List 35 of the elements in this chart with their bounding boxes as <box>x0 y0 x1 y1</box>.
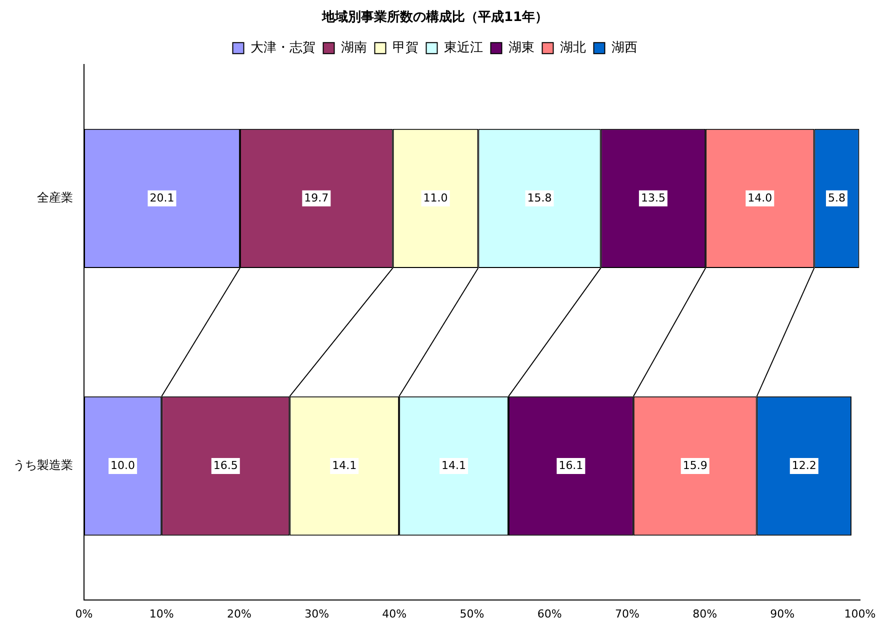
x-tick-label: 50% <box>460 607 484 620</box>
y-tick-label: 全産業 <box>37 190 73 205</box>
data-label: 11.0 <box>423 191 448 204</box>
data-label: 12.2 <box>792 458 816 472</box>
chart-title: 地域別事業所数の構成比（平成11年） <box>320 9 548 26</box>
legend-label: 東近江 <box>444 40 483 56</box>
x-tick-label: 70% <box>614 607 640 620</box>
data-label: 20.1 <box>150 191 174 204</box>
data-label: 14.0 <box>748 191 772 204</box>
legend-label: 湖北 <box>560 40 586 56</box>
data-label: 19.7 <box>304 191 329 204</box>
data-label: 16.1 <box>558 458 584 472</box>
y-tick-label: うち製造業 <box>13 458 73 472</box>
legend-label: 大津・志賀 <box>250 40 316 56</box>
x-tick-label: 20% <box>226 607 252 620</box>
data-label: 15.8 <box>527 191 552 204</box>
data-label: 13.5 <box>640 191 666 204</box>
data-label: 14.1 <box>442 458 466 472</box>
x-tick-label: 40% <box>382 607 407 620</box>
x-tick-label: 60% <box>537 607 562 620</box>
data-label: 15.9 <box>682 458 708 472</box>
legend-label: 湖西 <box>611 40 638 56</box>
data-label: 10.0 <box>110 458 136 472</box>
x-tick-label: 80% <box>692 607 718 620</box>
x-tick-label: 100% <box>844 607 876 620</box>
x-tick-label: 0% <box>75 607 93 620</box>
data-label: 5.8 <box>828 191 846 204</box>
data-label: 16.5 <box>213 458 238 472</box>
x-tick-label: 10% <box>149 607 174 620</box>
x-tick-label: 30% <box>304 607 330 620</box>
legend-label: 湖南 <box>340 40 367 56</box>
data-label: 14.1 <box>332 458 357 472</box>
x-tick-label: 90% <box>770 607 795 620</box>
legend-label: 甲賀 <box>392 40 418 56</box>
legend-label: 湖東 <box>508 40 534 56</box>
